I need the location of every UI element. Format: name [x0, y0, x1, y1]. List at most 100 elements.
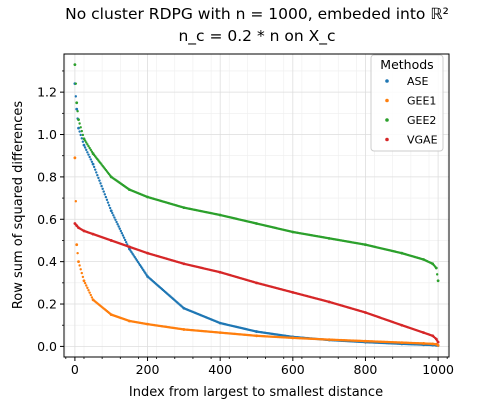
series-point	[79, 133, 82, 137]
series-point	[83, 281, 87, 285]
series-point	[89, 148, 92, 152]
series-point	[79, 126, 82, 129]
series-point	[123, 238, 127, 242]
y-tick-label: 0.6	[37, 212, 57, 227]
series-point	[118, 227, 121, 230]
series-point	[111, 211, 114, 215]
series-point	[74, 95, 78, 98]
y-tick-label: 0.8	[37, 169, 57, 184]
series-point	[113, 216, 116, 219]
series-point	[105, 198, 109, 202]
series-point	[95, 171, 98, 174]
data-point	[75, 101, 79, 105]
series-point	[97, 176, 100, 180]
legend-marker	[385, 137, 389, 142]
series-point	[115, 220, 118, 224]
legend-label: GEE1	[407, 95, 436, 108]
series-point	[106, 201, 110, 204]
chart-title-line-1: No cluster RDPG with n = 1000, embeded i…	[65, 5, 449, 23]
series-point	[89, 293, 92, 297]
x-tick-label: 400	[208, 362, 232, 377]
series-point	[120, 232, 124, 235]
series-point	[80, 271, 83, 275]
data-point	[109, 209, 113, 213]
data-point	[73, 156, 77, 160]
series-point	[87, 289, 90, 292]
series-point	[103, 193, 107, 196]
y-tick-label: 0.2	[37, 297, 57, 312]
data-point	[75, 243, 79, 247]
series-point	[80, 137, 83, 140]
y-tick-label: 0.4	[37, 254, 57, 269]
series-point	[78, 122, 81, 125]
series-point	[117, 225, 120, 228]
series-point	[122, 236, 126, 239]
series-point	[92, 165, 96, 169]
legend-items: ASE GEE1 GEE2 VGAE	[385, 75, 438, 147]
data-point	[77, 118, 80, 122]
series-point	[86, 151, 89, 154]
chart-title-line-2: n_c = 0.2 * n on X_c	[178, 27, 335, 46]
series-point	[85, 148, 88, 152]
legend-marker	[385, 79, 389, 83]
series-point	[90, 296, 94, 299]
legend-label: ASE	[407, 75, 429, 88]
y-tick-label: 1.0	[37, 127, 57, 142]
x-axis-label: Index from largest to smallest distance	[129, 385, 383, 400]
y-tick-label: 0.0	[37, 339, 57, 354]
series-point	[121, 234, 125, 237]
legend-marker	[385, 98, 389, 103]
x-tick-label: 600	[281, 362, 305, 377]
series-point	[83, 146, 87, 149]
series-point	[102, 190, 105, 193]
plot-area	[73, 63, 440, 347]
series-point	[76, 110, 79, 113]
data-point	[434, 266, 438, 270]
data-point	[75, 107, 79, 111]
data-point	[436, 343, 440, 347]
series-point	[78, 264, 81, 267]
series-point	[116, 223, 119, 226]
y-tick-label: 1.2	[37, 85, 57, 100]
series-vgae	[73, 222, 440, 344]
series-point	[119, 229, 123, 233]
data-point	[436, 340, 440, 344]
series-point	[83, 139, 87, 142]
series-point	[88, 146, 91, 150]
series-point	[93, 168, 97, 171]
series-point	[112, 214, 115, 217]
legend: Methods ASE GEE1 GEE2 VGAE	[370, 54, 444, 152]
series-point	[124, 241, 128, 244]
series-point	[435, 273, 439, 276]
series-point	[80, 129, 83, 133]
series-point	[90, 160, 94, 163]
series-point	[99, 182, 102, 185]
data-point	[77, 126, 80, 130]
x-tick-label: 800	[354, 362, 378, 377]
series-point	[81, 275, 85, 279]
data-point	[436, 279, 440, 283]
x-tick-label: 200	[136, 362, 160, 377]
legend-marker	[385, 118, 389, 122]
data-point	[77, 260, 80, 264]
x-tick-label: 0	[71, 362, 79, 377]
series-point	[89, 158, 92, 161]
series-point	[100, 184, 103, 188]
plot-frame	[63, 53, 450, 358]
x-tick-label: 1000	[422, 362, 454, 377]
series-point	[79, 268, 82, 271]
series-point	[74, 200, 78, 203]
series-point	[87, 153, 90, 156]
data-point	[91, 162, 95, 166]
series-point	[87, 144, 90, 148]
series-point	[81, 140, 85, 143]
series-point	[108, 206, 112, 210]
data-point	[82, 137, 86, 141]
legend-label: GEE2	[407, 114, 436, 127]
series-point	[98, 179, 101, 182]
series-gee1	[73, 156, 440, 347]
series-gee2	[73, 63, 440, 283]
legend-title: Methods	[380, 57, 433, 72]
series-point	[85, 141, 88, 144]
